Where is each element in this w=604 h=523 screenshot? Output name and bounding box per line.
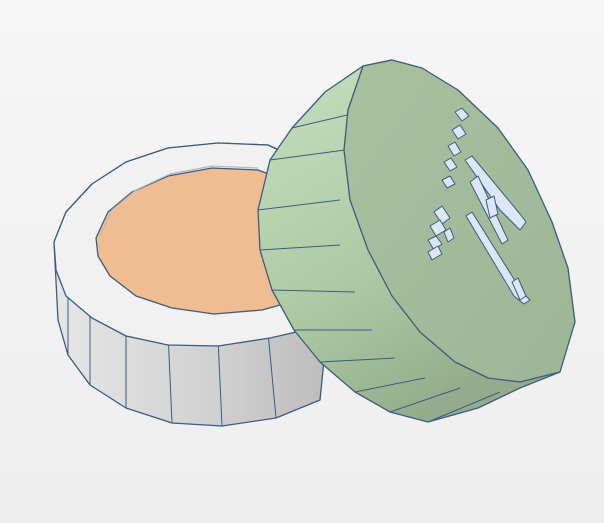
scene-svg: [0, 0, 604, 523]
3d-viewport[interactable]: [0, 0, 604, 523]
